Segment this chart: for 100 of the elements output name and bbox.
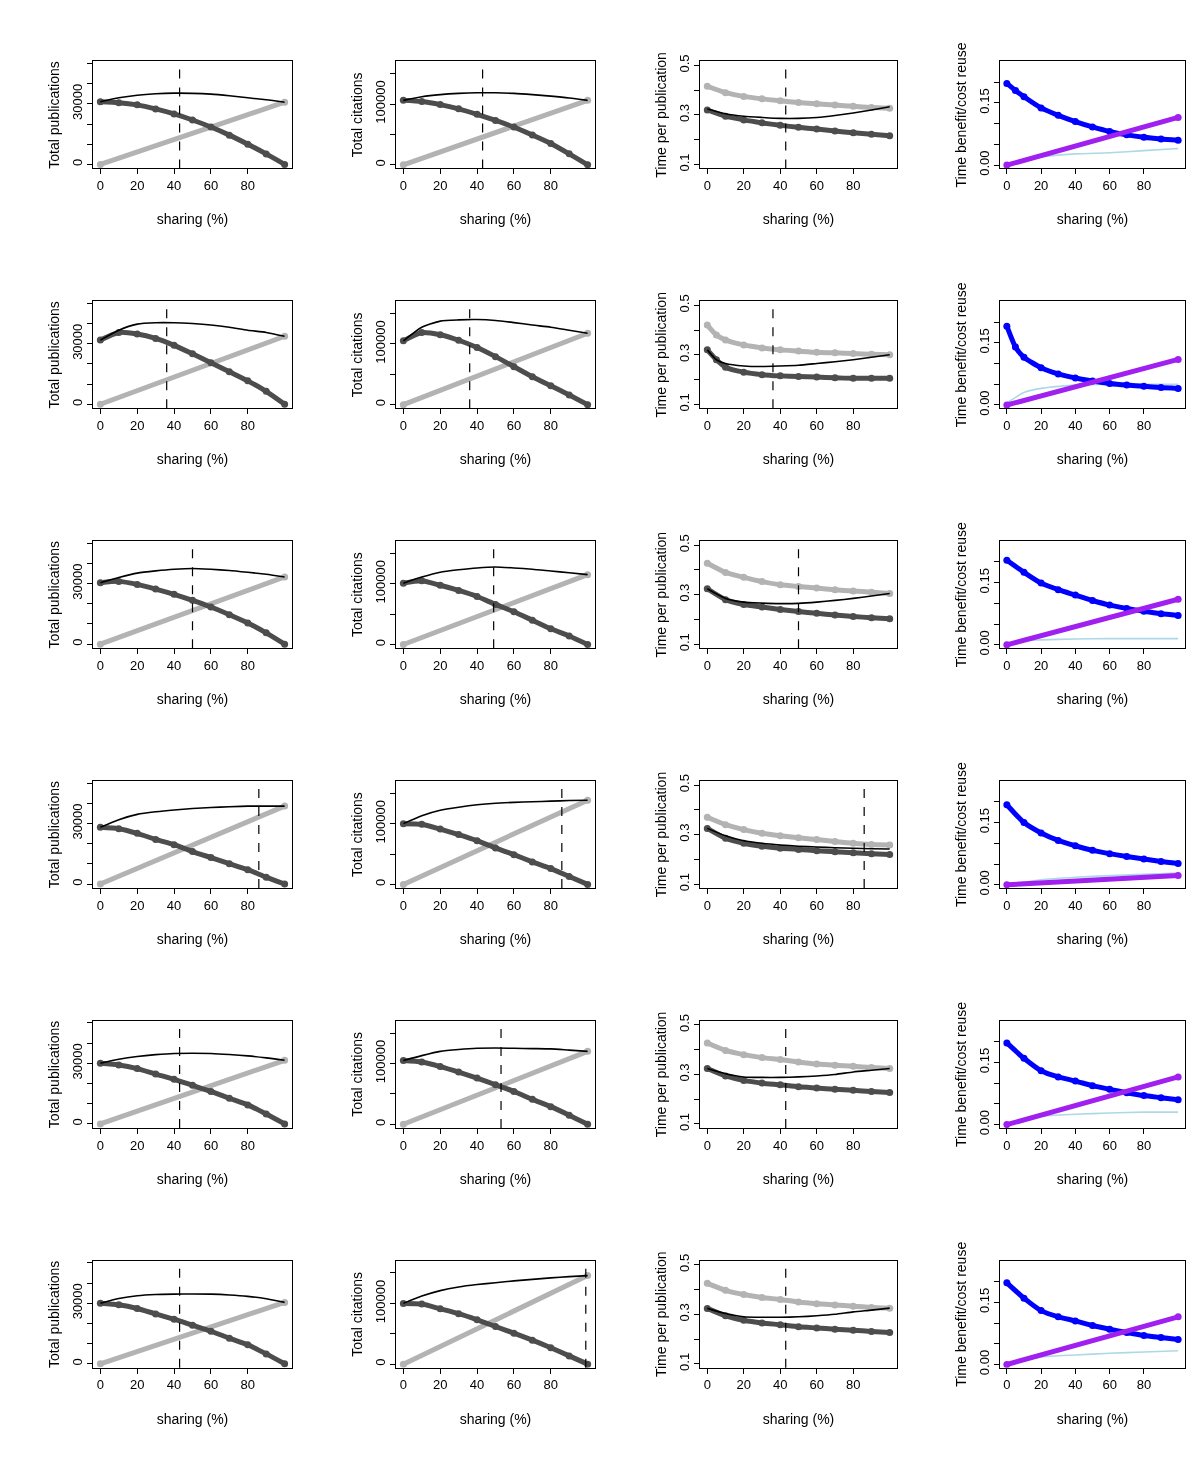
y-tick-label: 30000: [69, 323, 85, 360]
x-tick-label: 20: [736, 1137, 752, 1153]
x-tick-label: 0: [96, 657, 104, 673]
y-axis-title: Time benefit/cost reuse: [953, 1241, 970, 1387]
y-tick-label: 0: [372, 638, 388, 647]
x-tick-label: 0: [703, 897, 711, 913]
x-tick-label: 60: [506, 1377, 522, 1393]
y-tick-label: 0.15: [976, 568, 992, 594]
y-axis-title: Time benefit/cost reuse: [953, 1001, 970, 1147]
x-tick-label: 0: [399, 417, 407, 433]
x-tick-label: 40: [773, 657, 788, 673]
x-axis-title: sharing (%): [1056, 1410, 1129, 1427]
x-tick-label: 80: [845, 1137, 861, 1153]
x-tick-label: 0: [399, 178, 407, 194]
y-tick-label: 30000: [69, 803, 85, 840]
x-tick-label: 80: [1136, 178, 1152, 194]
y-tick-label: 0.5: [676, 294, 692, 313]
x-tick-label: 60: [1102, 178, 1117, 194]
x-tick-label: 40: [1068, 1137, 1083, 1153]
y-axis-title: Time benefit/cost reuse: [953, 282, 970, 428]
x-tick-label: 0: [703, 178, 711, 194]
y-tick-label: 0: [372, 399, 388, 407]
x-tick-label: 40: [469, 178, 485, 194]
x-tick-label: 0: [96, 178, 104, 194]
x-tick-label: 80: [845, 657, 861, 673]
x-tick-label: 60: [1102, 1377, 1117, 1393]
y-tick-label: 0.00: [976, 1110, 992, 1136]
x-axis-title: sharing (%): [459, 930, 532, 947]
y-tick-label: 0: [69, 398, 85, 406]
y-tick-label: 100000: [372, 560, 388, 604]
x-tick-label: 20: [129, 417, 145, 433]
y-axis-title: Total citations: [349, 1032, 366, 1117]
x-tick-label: 20: [1033, 897, 1049, 913]
x-axis-title: sharing (%): [459, 691, 532, 708]
x-tick-label: 0: [96, 1377, 104, 1393]
x-tick-label: 60: [809, 897, 824, 913]
x-tick-label: 20: [1033, 657, 1049, 673]
x-tick-label: 80: [543, 178, 559, 194]
y-tick-label: 0.1: [676, 1112, 692, 1132]
x-axis-title: sharing (%): [459, 211, 532, 228]
y-tick-label: 100000: [372, 1039, 388, 1084]
y-tick-label: 0.5: [676, 54, 692, 73]
x-axis-title: sharing (%): [762, 211, 835, 228]
x-tick-label: 40: [166, 657, 182, 673]
x-tick-label: 60: [506, 897, 522, 913]
y-tick-label: 0.3: [676, 1063, 692, 1082]
y-tick-label: 30000: [69, 563, 85, 600]
x-tick-label: 20: [432, 657, 448, 673]
x-axis-title: sharing (%): [762, 691, 835, 708]
x-tick-label: 60: [203, 178, 219, 194]
x-tick-label: 0: [703, 1377, 711, 1393]
y-tick-label: 0.5: [676, 1253, 692, 1272]
y-tick-label: 0.15: [976, 1047, 992, 1074]
y-axis-title: Total publications: [46, 1260, 63, 1369]
x-tick-label: 60: [203, 657, 219, 673]
x-tick-label: 60: [1102, 1137, 1117, 1153]
x-tick-label: 20: [432, 417, 448, 433]
y-axis-title: Total publications: [46, 61, 63, 169]
x-axis-title: sharing (%): [762, 1410, 835, 1427]
x-tick-label: 80: [845, 417, 861, 433]
y-tick-label: 0.15: [976, 1287, 992, 1313]
x-tick-label: 20: [129, 178, 145, 194]
x-axis-title: sharing (%): [762, 451, 835, 468]
x-tick-label: 80: [1136, 417, 1152, 433]
x-tick-label: 60: [203, 417, 219, 433]
x-tick-label: 20: [736, 178, 752, 194]
x-tick-label: 60: [809, 1137, 824, 1153]
x-tick-label: 20: [129, 1377, 145, 1393]
y-tick-label: 0.5: [676, 774, 692, 793]
y-tick-label: 0.3: [676, 343, 692, 362]
x-tick-label: 40: [166, 178, 182, 194]
x-axis-title: sharing (%): [1056, 930, 1129, 947]
y-axis-title: Time per publication: [653, 292, 670, 418]
x-tick-label: 0: [96, 1137, 104, 1153]
x-tick-label: 60: [1102, 897, 1117, 913]
y-tick-label: 30000: [69, 1043, 85, 1080]
y-axis-title: Total publications: [46, 540, 63, 649]
x-tick-label: 0: [703, 1137, 711, 1153]
x-tick-label: 80: [845, 178, 861, 194]
x-tick-label: 80: [240, 178, 256, 194]
x-tick-label: 80: [1136, 1137, 1152, 1153]
x-tick-label: 0: [399, 1377, 407, 1393]
x-tick-label: 40: [773, 1377, 788, 1393]
y-axis-title: Time per publication: [653, 531, 670, 658]
x-axis-title: sharing (%): [459, 1170, 532, 1187]
x-tick-label: 40: [166, 897, 182, 913]
y-tick-label: 30000: [69, 83, 85, 120]
x-tick-label: 20: [129, 1137, 145, 1153]
y-tick-label: 0.3: [676, 823, 692, 842]
x-tick-label: 20: [1033, 178, 1049, 194]
x-tick-label: 60: [203, 897, 219, 913]
x-tick-label: 60: [506, 178, 522, 194]
y-axis-title: Total citations: [349, 792, 366, 877]
y-tick-label: 0: [69, 1358, 85, 1366]
x-axis-title: sharing (%): [1056, 691, 1129, 708]
x-axis-title: sharing (%): [156, 1410, 229, 1427]
y-axis-title: Time benefit/cost reuse: [953, 761, 970, 908]
y-axis-title: Time benefit/cost reuse: [953, 42, 970, 188]
x-tick-label: 80: [1136, 897, 1152, 913]
x-tick-label: 20: [432, 1137, 448, 1153]
